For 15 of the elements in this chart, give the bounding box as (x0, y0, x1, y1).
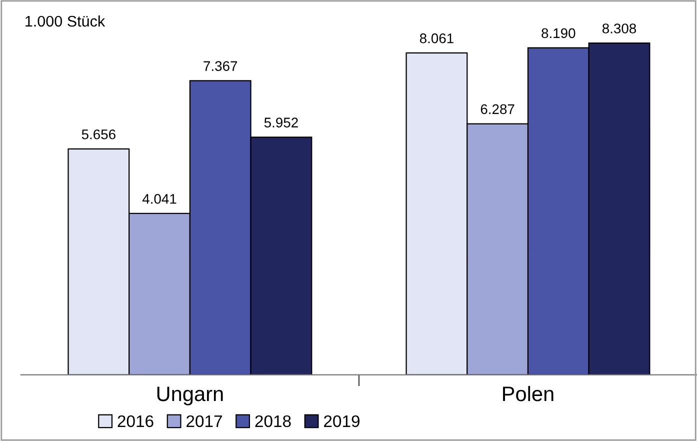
y-axis-title: 1.000 Stück (26, 15, 106, 27)
data-label: 6.287 (480, 104, 514, 114)
legend-label: 2017 (186, 415, 222, 428)
data-label: 7.367 (204, 61, 238, 71)
x-tick-label: Ungarn (157, 386, 223, 406)
legend-label: 2018 (255, 415, 291, 428)
data-label: 8.061 (420, 33, 454, 44)
data-label: 4.041 (142, 194, 176, 204)
data-label: 5.656 (82, 129, 116, 140)
legend-label: 2016 (118, 415, 154, 428)
data-label: 5.952 (264, 118, 298, 128)
data-label: 8.308 (602, 24, 636, 34)
legend-label: 2019 (324, 415, 360, 428)
data-label: 8.190 (542, 28, 576, 38)
x-tick-label: Polen (503, 386, 554, 402)
